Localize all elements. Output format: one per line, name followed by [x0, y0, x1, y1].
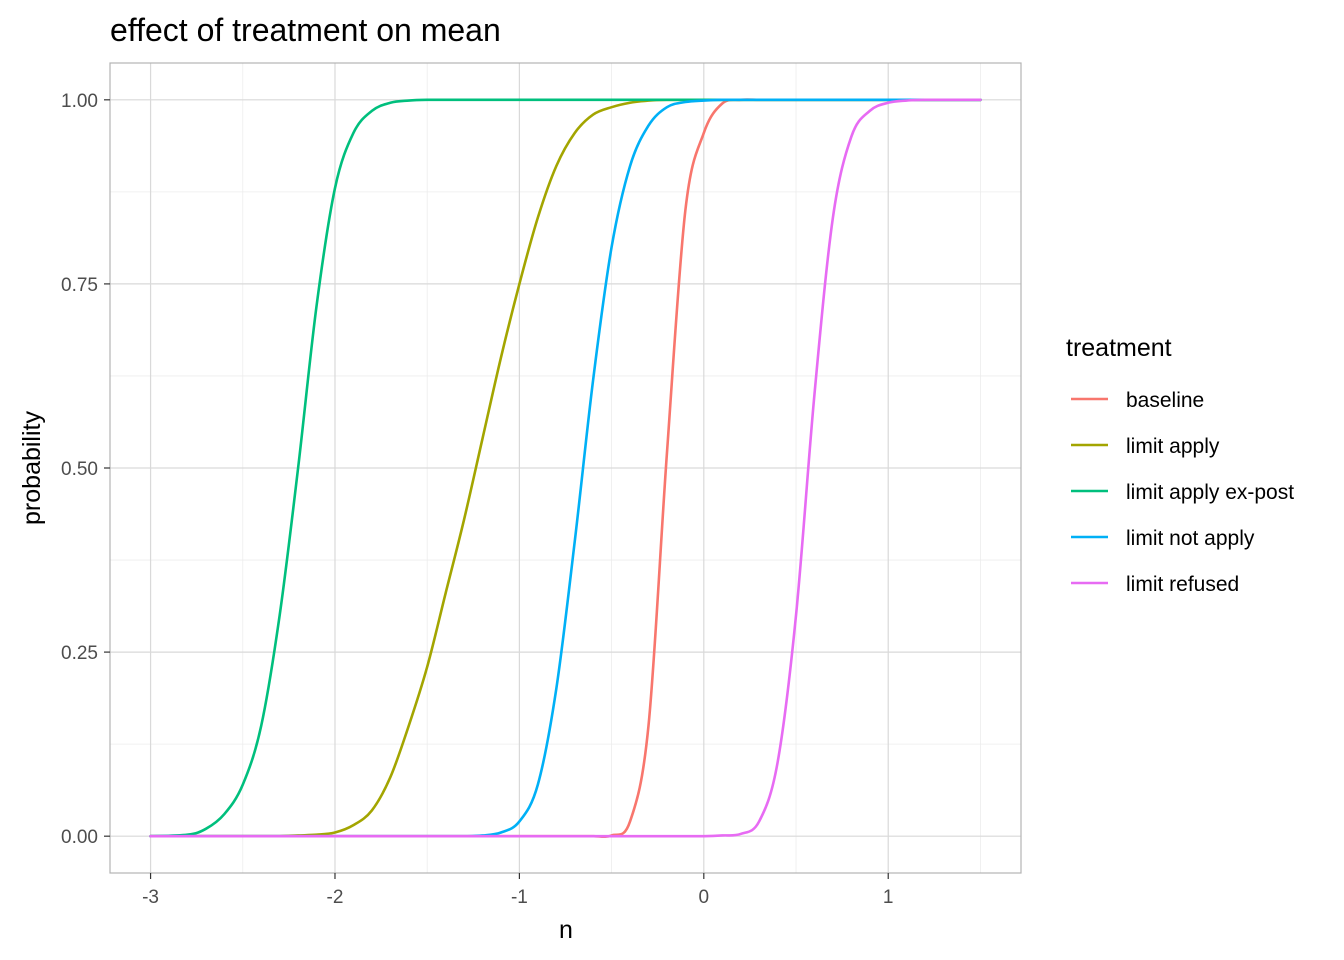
y-tick-label: 0.75	[61, 275, 98, 296]
legend-label-baseline: baseline	[1126, 389, 1204, 412]
legend-label-limit-apply-ex-post: limit apply ex-post	[1126, 481, 1294, 504]
x-tick-label: -3	[142, 887, 159, 908]
x-axis-title: n	[559, 916, 573, 944]
x-tick-label: 0	[699, 887, 710, 908]
y-tick-label: 0.25	[61, 643, 98, 664]
major-gridlines	[110, 63, 1021, 873]
y-tick-label: 1.00	[61, 91, 98, 112]
legend-label-limit-apply: limit apply	[1126, 435, 1220, 458]
y-tick-label: 0.00	[61, 827, 98, 848]
y-axis: 0.00 0.25 0.50 0.75 1.00	[61, 91, 110, 848]
legend: treatment baseline limit apply limit apply…	[1066, 334, 1294, 596]
legend-title: treatment	[1066, 334, 1172, 362]
x-axis: -3 -2 -1 0 1	[142, 873, 894, 908]
legend-label-limit-refused: limit refused	[1126, 573, 1239, 596]
y-tick-label: 0.50	[61, 459, 98, 480]
series-layer	[149, 98, 982, 839]
legend-label-limit-not-apply: limit not apply	[1126, 527, 1255, 550]
x-tick-label: -2	[327, 887, 344, 908]
chart-title: effect of treatment on mean	[110, 12, 501, 48]
x-tick-label: 1	[883, 887, 894, 908]
x-tick-label: -1	[511, 887, 528, 908]
series-line-limit-refused	[149, 98, 982, 838]
y-axis-title: probability	[18, 411, 46, 525]
